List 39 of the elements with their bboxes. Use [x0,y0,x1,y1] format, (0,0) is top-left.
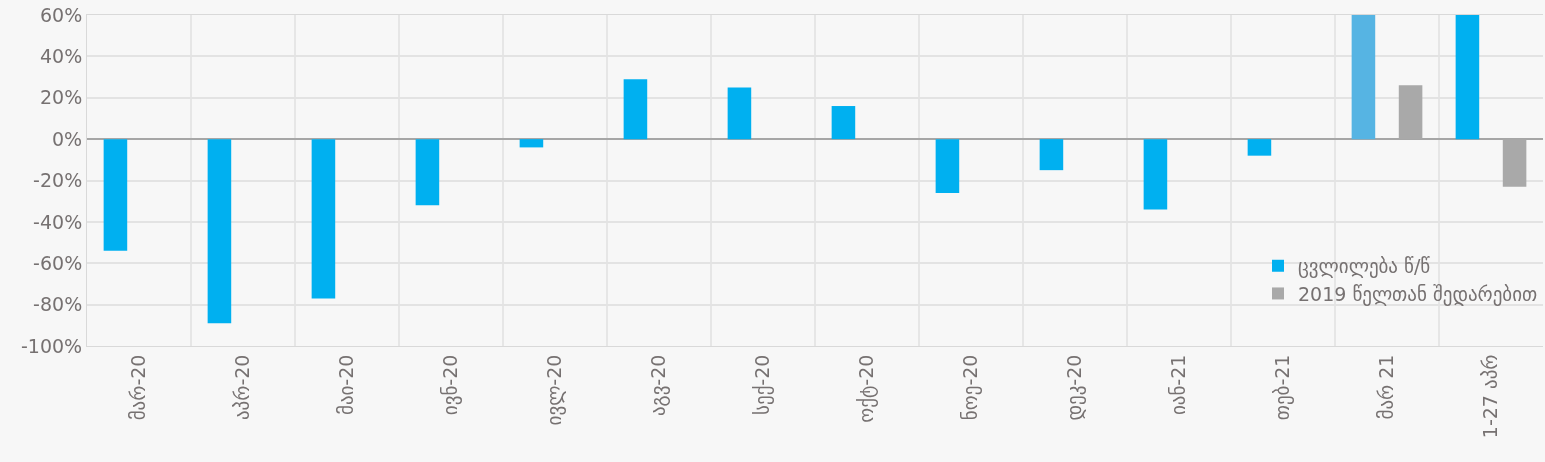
bar [935,139,960,193]
y-tick-label: -80% [33,293,83,316]
bar [1247,139,1272,156]
bar [1351,15,1376,140]
y-tick-label: -20% [33,169,83,192]
x-tick-label: მარ 21 [1375,354,1398,420]
y-tick-label: 40% [39,45,83,68]
x-tick-label: აპრ-20 [231,354,254,421]
y-tick-label: 0% [52,127,83,150]
x-tick-label: ოქტ-20 [855,354,879,423]
bar [727,87,752,140]
bar [1039,139,1064,171]
x-tick-label: 1-27 აპრ [1479,354,1502,439]
bar [1143,139,1168,210]
y-tick-label: -100% [21,334,83,357]
x-tick-label: მაი-20 [335,354,358,416]
legend-label: 2019 წელთან შედარებით [1298,282,1538,306]
bar [415,139,440,206]
x-tick-label: ივლ-20 [543,354,567,426]
x-tick-label: იან-21 [1167,354,1190,416]
bar [831,106,856,140]
bar [103,139,128,251]
x-tick-label: ნოე-20 [959,354,983,421]
x-tick-label: აგვ-20 [647,354,671,417]
y-tick-label: -60% [33,251,83,274]
legend-label: ცვლილება წ/წ [1298,255,1431,279]
x-tick-label: მარ-20 [127,354,150,421]
bar [519,139,544,148]
y-tick-label: -40% [33,210,83,233]
x-tick-label: ივნ-20 [439,354,463,416]
bar [1455,15,1480,140]
bar [623,79,648,140]
x-tick-label: სექ-20 [751,354,775,415]
bar [311,139,336,299]
x-tick-label: დეკ-20 [1063,354,1087,421]
x-tick-label: თებ-21 [1271,354,1295,421]
y-tick-label: 20% [39,86,83,109]
y-tick-label: 60% [39,3,83,26]
bar [207,139,232,324]
